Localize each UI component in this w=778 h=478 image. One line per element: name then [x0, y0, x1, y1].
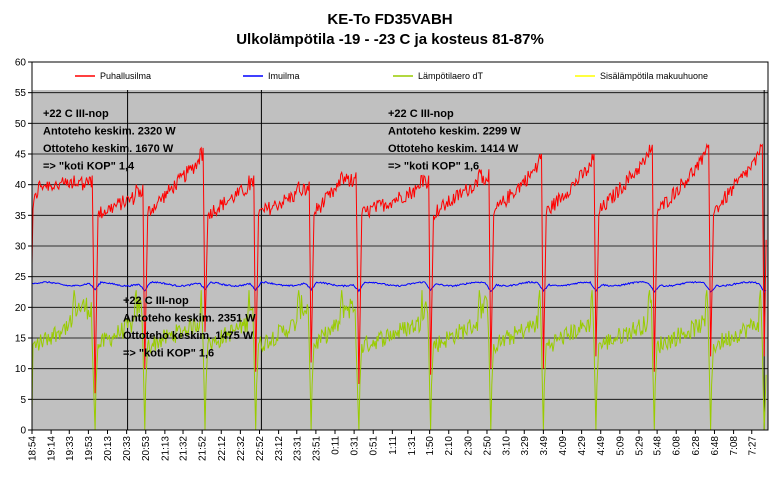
legend-label: Sisälämpötila makuuhuone [600, 71, 708, 81]
series-line-lampotilaero [31, 290, 767, 431]
annotation-line: Antoteho keskim. 2351 W [123, 313, 256, 325]
x-tick-label: 0:11 [331, 436, 342, 455]
legend-label: Imuilma [268, 71, 300, 81]
annotation-line: => "koti KOP" 1,4 [43, 161, 135, 173]
x-tick-label: 20:53 [141, 436, 152, 461]
plot-area [32, 90, 768, 430]
x-tick-label: 21:13 [160, 436, 171, 461]
x-tick-label: 2:30 [463, 436, 474, 456]
annotation-line: Ottoteho keskim. 1475 W [123, 330, 254, 342]
y-tick-label: 60 [15, 58, 27, 69]
y-tick-label: 35 [15, 211, 27, 222]
x-tick-label: 5:09 [615, 436, 626, 456]
x-tick-label: 22:32 [236, 436, 247, 461]
x-tick-label: 0:31 [350, 436, 361, 456]
x-tick-label: 6:08 [672, 436, 683, 456]
x-tick-label: 1:31 [407, 436, 418, 456]
x-tick-label: 7:08 [729, 436, 740, 456]
annotation-line: +22 C III-nop [43, 108, 109, 120]
x-tick-label: 1:50 [425, 436, 436, 456]
annotation-line: +22 C III-nop [388, 108, 454, 120]
x-tick-label: 4:09 [558, 436, 569, 456]
legend-label: Lämpötilaero dT [418, 71, 484, 81]
x-tick-label: 4:49 [596, 436, 607, 456]
x-tick-label: 2:50 [482, 436, 493, 456]
x-tick-label: 3:10 [502, 436, 513, 456]
annotation-line: Ottoteho keskim. 1414 W [388, 143, 519, 155]
annotation-line: Ottoteho keskim. 1670 W [43, 143, 174, 155]
annotations: +22 C III-nop Antoteho keskim. 2320 W Otto… [43, 108, 521, 360]
x-tick-label: 5:29 [634, 436, 645, 456]
x-tick-label: 23:31 [292, 436, 303, 461]
annotation-line: => "koti KOP" 1,6 [123, 348, 214, 360]
x-tick-label: 20:13 [103, 436, 114, 461]
y-tick-label: 0 [20, 426, 26, 437]
x-tick-label: 21:32 [179, 436, 190, 461]
plot-frame [31, 61, 769, 431]
annotation-line: Antoteho keskim. 2320 W [43, 126, 176, 138]
x-tick-label: 21:52 [198, 436, 209, 461]
x-tick-label: 23:12 [274, 436, 285, 461]
series-lines [31, 143, 767, 431]
x-tick-label: 22:52 [255, 436, 266, 461]
series-line-imuilma [31, 280, 767, 293]
y-tick-label: 40 [15, 180, 27, 191]
chart-subtitle: Ulkolämpötila -19 - -23 C ja kosteus 81-… [236, 31, 544, 48]
x-tick-label: 23:51 [311, 436, 322, 461]
x-tick-label: 19:14 [47, 436, 58, 461]
annotation-line: => "koti KOP" 1,6 [388, 161, 479, 173]
x-tick-label: 0:51 [369, 436, 380, 456]
y-tick-label: 30 [15, 242, 27, 253]
x-tick-label: 7:27 [747, 436, 758, 456]
y-tick-label: 20 [15, 303, 27, 314]
y-tick-label: 25 [15, 272, 27, 283]
series-line-puhallusilma [31, 143, 767, 394]
x-tick-label: 4:29 [577, 436, 588, 456]
y-tick-label: 55 [15, 88, 27, 99]
x-tick-label: 22:12 [217, 436, 228, 461]
x-tick-label: 3:49 [539, 436, 550, 456]
x-tick-label: 5:48 [653, 436, 664, 456]
x-tick-label: 2:10 [444, 436, 455, 456]
annotation-line: Antoteho keskim. 2299 W [388, 126, 521, 138]
legend: Puhallusilma Imuilma Lämpötilaero dT Sisälä… [75, 71, 708, 81]
x-tick-label: 6:28 [691, 436, 702, 456]
y-tick-label: 10 [15, 364, 27, 375]
x-tick-label: 6:48 [710, 436, 721, 456]
x-tick-label: 19:33 [65, 436, 76, 461]
x-tick-label: 3:29 [520, 436, 531, 456]
chart-title: KE-To FD35VABH [327, 11, 452, 28]
x-tick-label: 20:33 [122, 436, 133, 461]
period-separators [127, 90, 765, 430]
y-tick-label: 5 [20, 395, 26, 406]
y-axis: 0 5 10 15 20 25 30 35 40 45 50 55 60 [15, 58, 32, 437]
x-tick-label: 19:53 [84, 436, 95, 461]
x-tick-label: 1:11 [388, 436, 399, 455]
y-tick-label: 15 [15, 334, 27, 345]
y-tick-label: 50 [15, 119, 27, 130]
y-tick-label: 45 [15, 150, 27, 161]
legend-label: Puhallusilma [100, 71, 151, 81]
annotation-line: +22 C III-nop [123, 295, 189, 307]
x-tick-label: 18:54 [28, 436, 39, 461]
x-axis: 18:54 19:14 19:33 19:53 20:13 20:33 20:53 21:13… [28, 430, 758, 461]
